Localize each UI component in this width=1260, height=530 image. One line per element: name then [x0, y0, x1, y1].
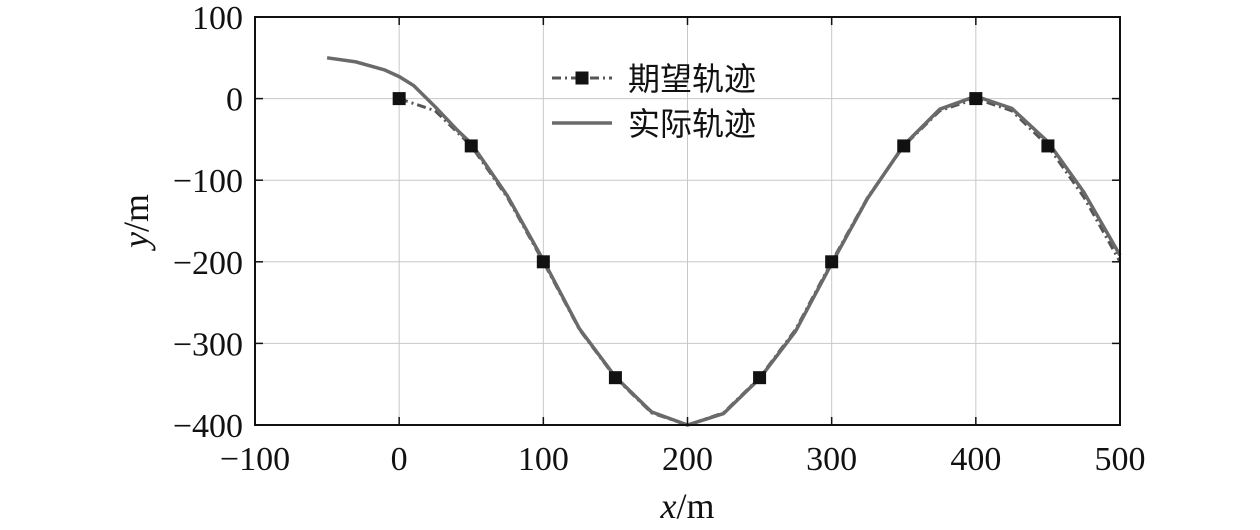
x-tick-label: −100 — [220, 441, 290, 478]
expected-trajectory-marker — [897, 139, 911, 153]
expected-trajectory-marker — [825, 255, 839, 269]
y-tick-label: 100 — [192, 0, 243, 37]
x-tick-label: 0 — [391, 441, 408, 478]
y-tick-label: −100 — [173, 163, 243, 200]
x-tick-label: 100 — [518, 441, 569, 478]
legend-marker-expected — [575, 71, 589, 85]
x-axis-variable: x — [660, 486, 677, 526]
legend: 期望轨迹 实际轨迹 — [552, 60, 756, 143]
y-tick-label: 0 — [226, 82, 243, 119]
x-tick-label: 400 — [950, 441, 1001, 478]
y-axis-unit: /m — [116, 194, 156, 232]
expected-trajectory-marker — [753, 371, 767, 385]
x-axis-label: x/m — [660, 486, 715, 526]
expected-trajectory-marker — [392, 92, 406, 106]
y-tick-label: −300 — [173, 326, 243, 363]
x-tick-label: 300 — [806, 441, 857, 478]
x-axis-ticks: −100 0 100 200 300 400 500 — [220, 17, 1146, 478]
y-axis-label: y/m — [116, 194, 156, 251]
legend-label-expected: 期望轨迹 — [628, 60, 756, 98]
x-axis-unit: /m — [676, 486, 714, 526]
x-tick-label: 500 — [1095, 441, 1146, 478]
y-axis-variable: y — [116, 232, 156, 251]
y-axis-ticks: 100 0 −100 −200 −300 −400 — [173, 0, 1120, 445]
y-tick-label: −200 — [173, 245, 243, 282]
expected-trajectory-marker — [464, 139, 478, 153]
expected-trajectory-marker — [536, 255, 550, 269]
expected-trajectory-marker — [1041, 139, 1055, 153]
x-tick-label: 200 — [662, 441, 713, 478]
expected-trajectory-marker — [969, 92, 983, 106]
legend-label-actual: 实际轨迹 — [628, 105, 756, 143]
y-tick-label: −400 — [173, 408, 243, 445]
expected-trajectory-marker — [608, 371, 622, 385]
plot-area — [326, 56, 1122, 427]
